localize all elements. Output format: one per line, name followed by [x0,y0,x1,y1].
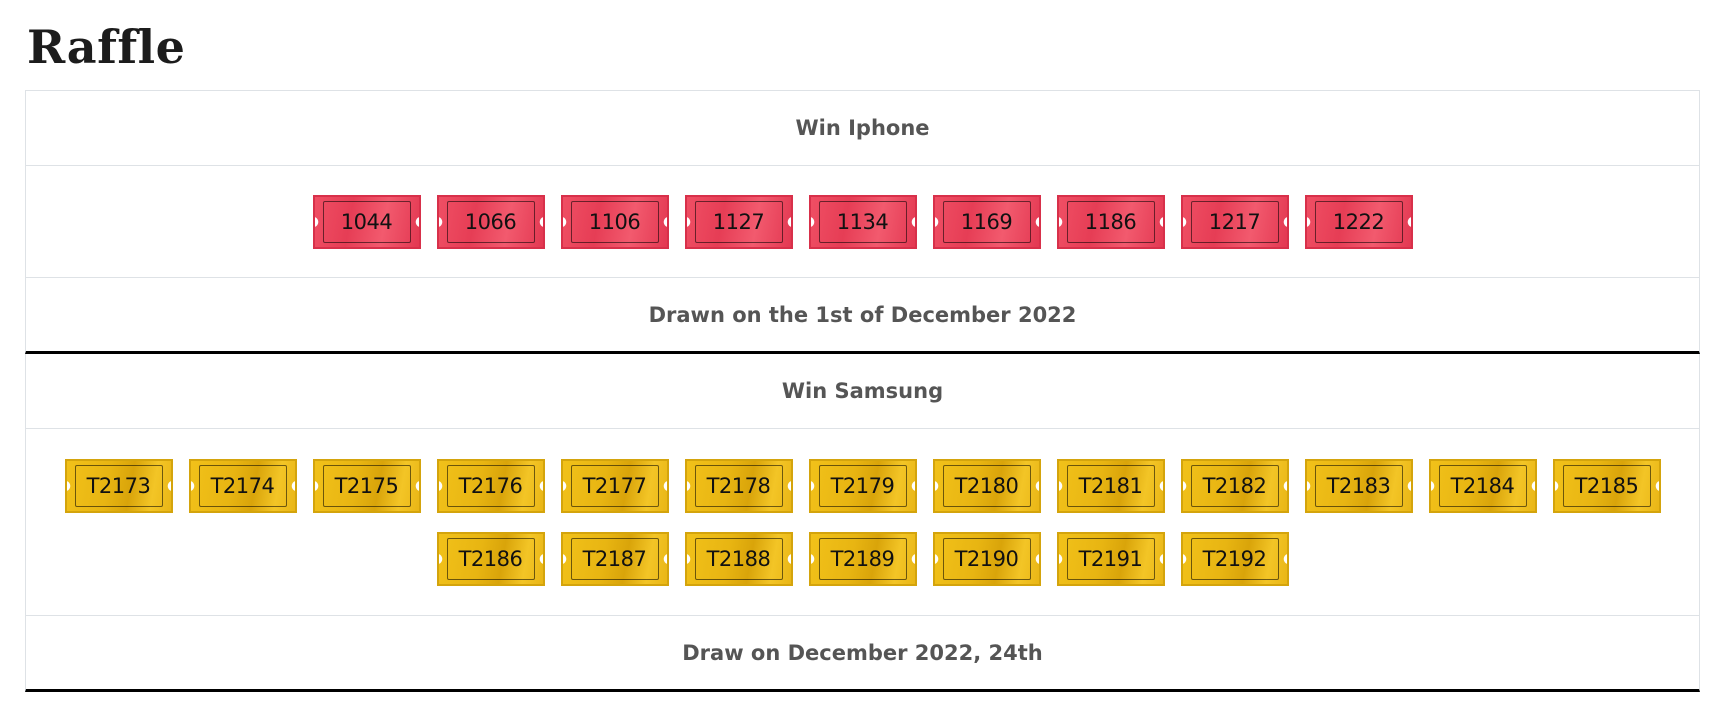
ticket-number: T2176 [458,473,523,498]
raffle-tickets-row: 1044 1066 1106 1127 1134 1169 1186 1217 1222 [26,165,1699,277]
ticket[interactable]: T2176 [436,458,545,513]
raffle-draw-date: Drawn on the 1st of December 2022 [648,302,1077,327]
ticket[interactable]: T2188 [684,531,793,586]
ticket[interactable]: T2178 [684,458,793,513]
ticket[interactable]: 1106 [560,194,669,249]
ticket-number: T2187 [582,546,647,571]
ticket-number: 1217 [1208,209,1261,234]
ticket[interactable]: T2192 [1180,531,1289,586]
ticket-number: 1106 [588,209,641,234]
ticket[interactable]: T2181 [1056,458,1165,513]
ticket[interactable]: 1127 [684,194,793,249]
ticket-number: T2174 [210,473,275,498]
ticket-number: T2173 [86,473,151,498]
ticket[interactable]: T2184 [1428,458,1537,513]
page-title: Raffle [27,20,186,74]
ticket[interactable]: T2190 [932,531,1041,586]
ticket[interactable]: 1186 [1056,194,1165,249]
ticket[interactable]: T2186 [436,531,545,586]
ticket-number: T2179 [830,473,895,498]
ticket[interactable]: T2174 [188,458,297,513]
ticket[interactable]: 1217 [1180,194,1289,249]
raffle-title: Win Samsung [781,379,944,403]
ticket-number: T2181 [1078,473,1143,498]
ticket-number: T2188 [706,546,771,571]
raffle-title-row: Win Iphone [26,91,1699,165]
ticket-number: 1186 [1084,209,1137,234]
ticket-number: 1134 [836,209,889,234]
ticket-number: T2178 [706,473,771,498]
ticket-number: 1066 [464,209,517,234]
ticket-list: 1044 1066 1106 1127 1134 1169 1186 1217 1222 [312,194,1413,249]
ticket-number: T2175 [334,473,399,498]
ticket[interactable]: T2189 [808,531,917,586]
ticket[interactable]: T2191 [1056,531,1165,586]
ticket-number: T2185 [1574,473,1639,498]
ticket-number: T2180 [954,473,1019,498]
ticket-number: 1169 [960,209,1013,234]
ticket-number: T2184 [1450,473,1515,498]
ticket-number: 1127 [712,209,765,234]
ticket[interactable]: T2182 [1180,458,1289,513]
raffle-draw-date-row: Drawn on the 1st of December 2022 [26,277,1699,351]
ticket[interactable]: 1066 [436,194,545,249]
ticket-number: T2183 [1326,473,1391,498]
ticket[interactable]: T2179 [808,458,917,513]
raffle-title-row: Win Samsung [26,354,1699,428]
ticket[interactable]: T2180 [932,458,1041,513]
raffle-title: Win Iphone [795,116,930,140]
ticket[interactable]: T2185 [1552,458,1661,513]
raffle-tickets-row: T2173 T2174 T2175 T2176 T2177 T2178 T2179 T2180… [26,428,1699,615]
ticket-number: T2192 [1202,546,1267,571]
ticket-list: T2173 T2174 T2175 T2176 T2177 T2178 T2179 T2180… [63,458,1663,586]
ticket[interactable]: T2177 [560,458,669,513]
raffle-block-iphone: Win Iphone 1044 1066 1106 1127 1134 1169 1186 1… [25,90,1700,354]
ticket[interactable]: T2187 [560,531,669,586]
ticket[interactable]: 1222 [1304,194,1413,249]
ticket[interactable]: 1044 [312,194,421,249]
ticket[interactable]: T2183 [1304,458,1413,513]
ticket-number: 1044 [340,209,393,234]
ticket-number: T2182 [1202,473,1267,498]
ticket-number: T2189 [830,546,895,571]
ticket-number: T2191 [1078,546,1143,571]
ticket[interactable]: T2173 [64,458,173,513]
ticket-number: T2190 [954,546,1019,571]
ticket-number: T2186 [458,546,523,571]
ticket-number: 1222 [1332,209,1385,234]
raffle-draw-date: Draw on December 2022, 24th [682,640,1043,665]
ticket-number: T2177 [582,473,647,498]
raffle-draw-date-row: Draw on December 2022, 24th [26,615,1699,689]
ticket[interactable]: T2175 [312,458,421,513]
ticket[interactable]: 1169 [932,194,1041,249]
ticket[interactable]: 1134 [808,194,917,249]
raffle-block-samsung: Win Samsung T2173 T2174 T2175 T2176 T2177 T21… [25,354,1700,692]
raffle-table: Win Iphone 1044 1066 1106 1127 1134 1169 1186 1… [25,90,1700,692]
